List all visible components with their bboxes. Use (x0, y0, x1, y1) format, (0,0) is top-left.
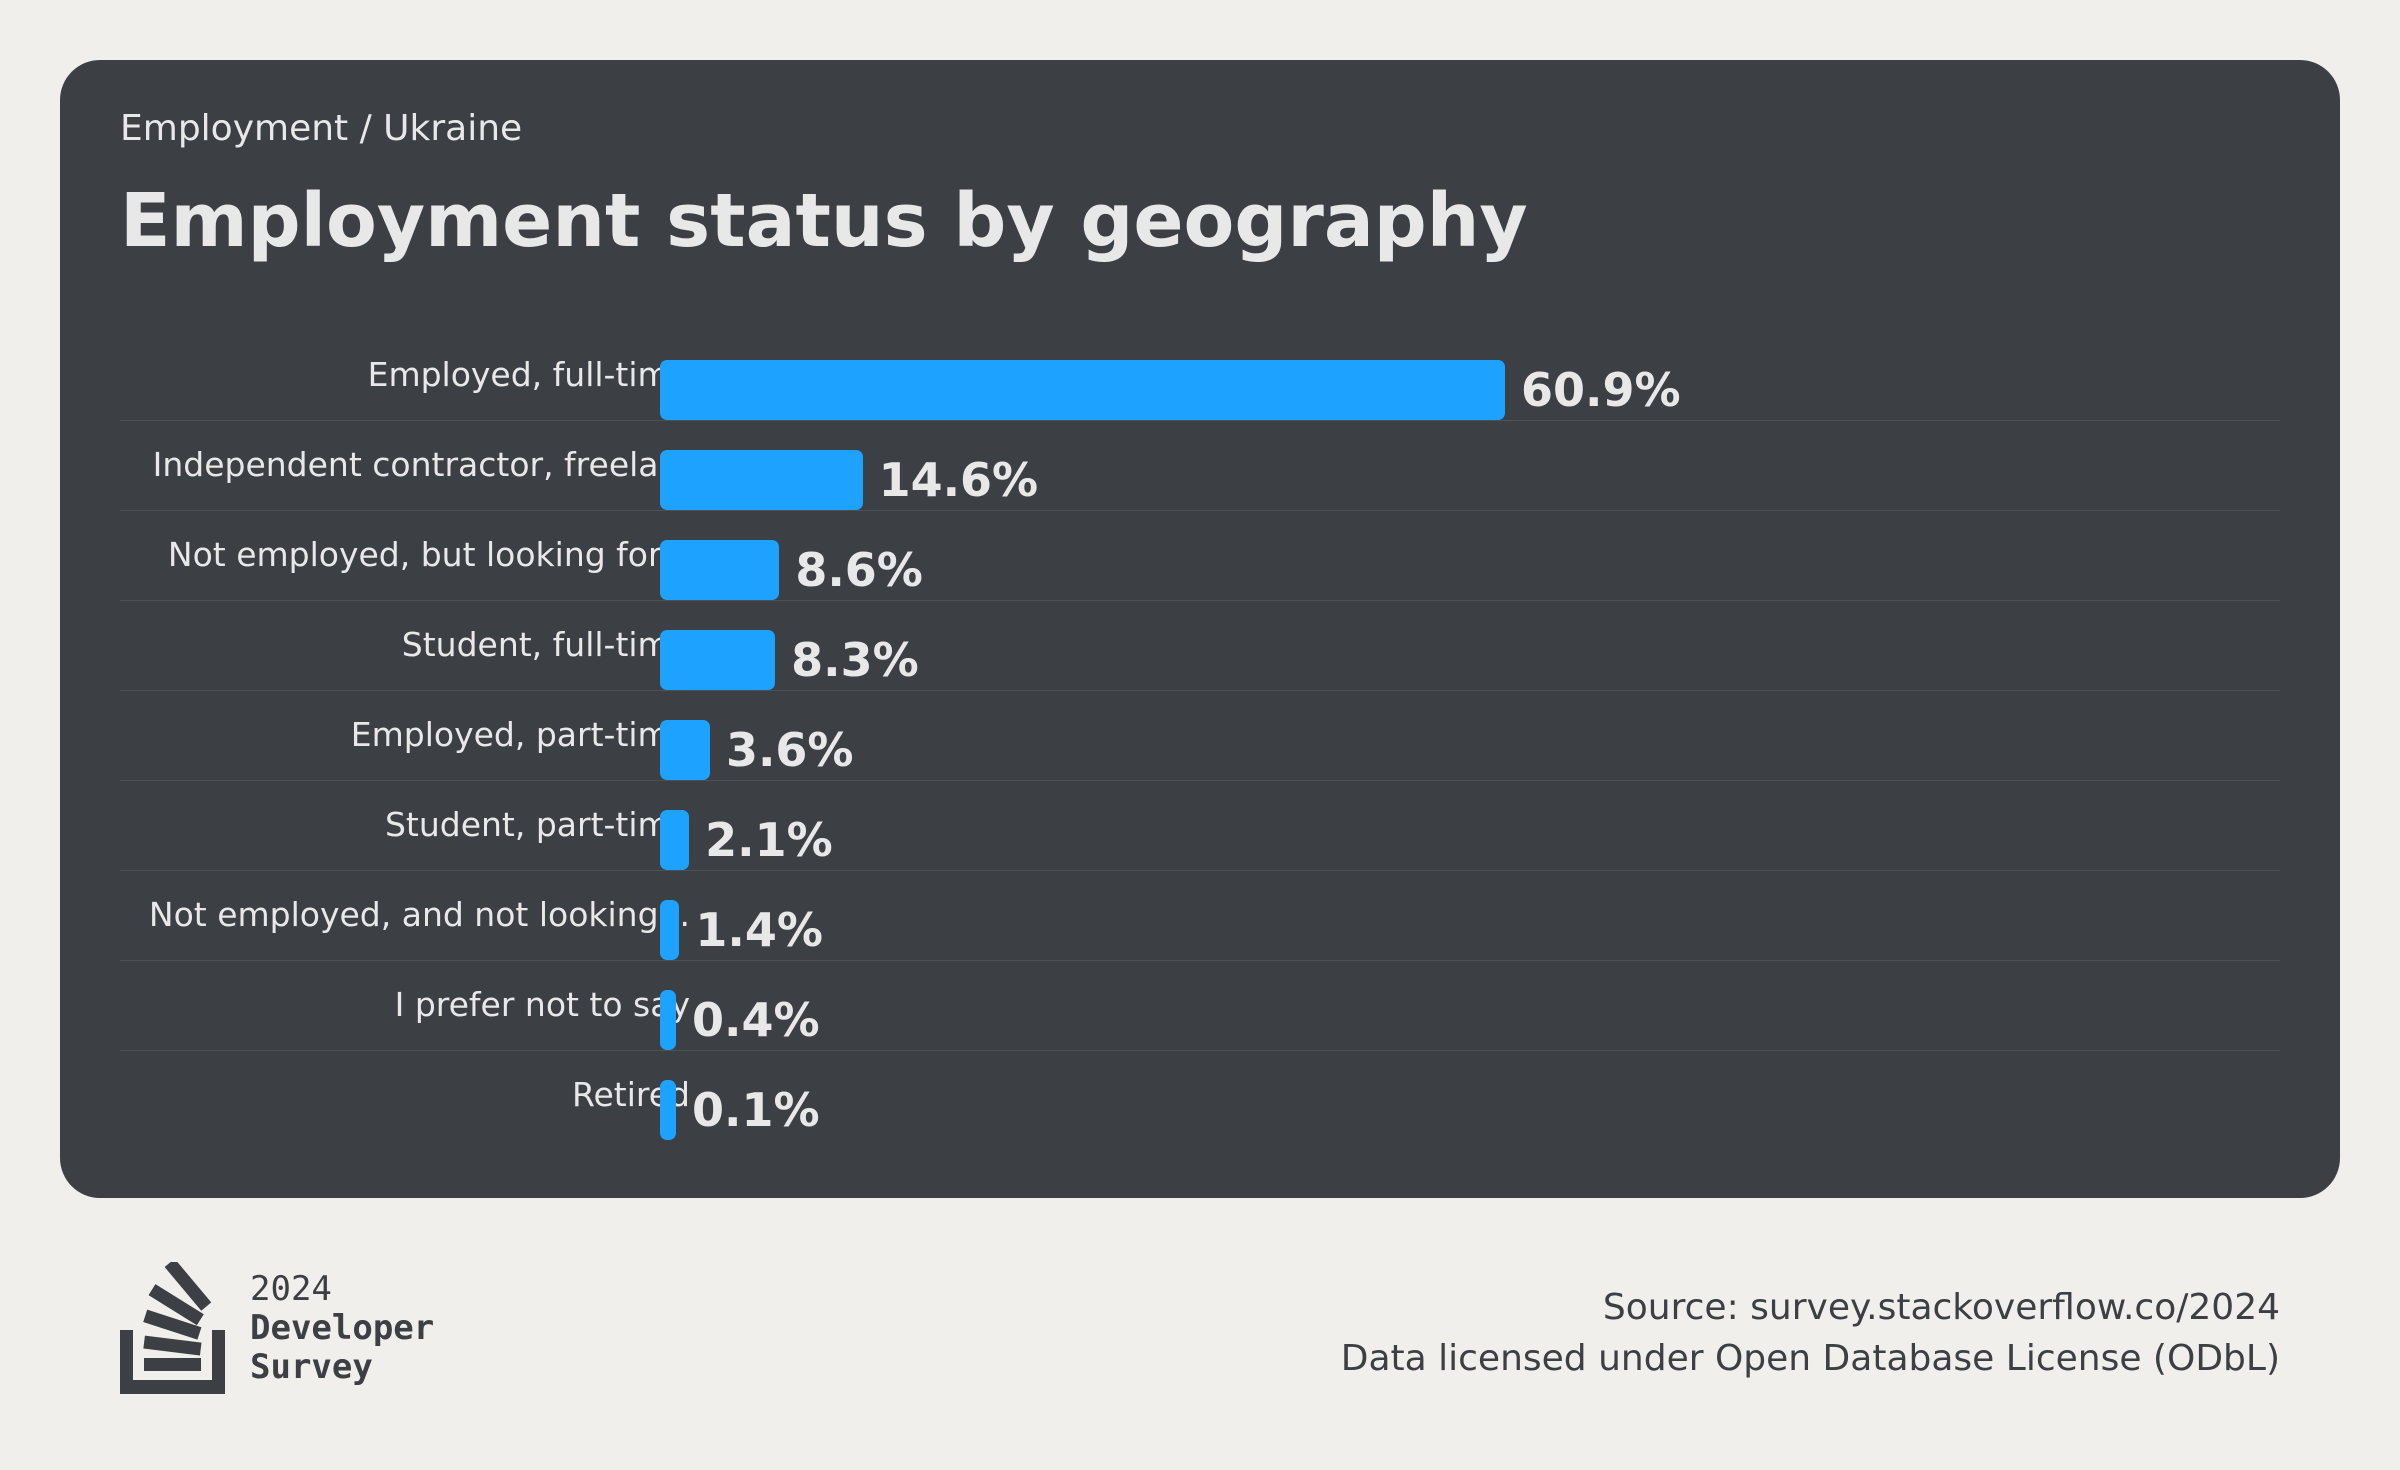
breadcrumb: Employment / Ukraine (120, 108, 523, 149)
bar (660, 810, 690, 870)
bar-value-label: 8.3% (791, 633, 919, 687)
license-text: Data licensed under Open Database Licens… (1340, 1338, 2280, 1379)
bar-value-label: 0.4% (692, 993, 820, 1047)
category-label: Not employed, and not looking... (148, 895, 690, 934)
bar-value-label: 0.1% (692, 1083, 820, 1137)
bar (660, 1080, 676, 1140)
bar (660, 630, 776, 690)
chart-row: I prefer not to say 0.4% (60, 960, 2340, 1050)
survey-logo-text: 2024 Developer Survey (250, 1270, 434, 1387)
chart-row: Not employed, and not looking... 1.4% (60, 870, 2340, 960)
bar (660, 900, 680, 960)
chart-row: Student, part-time 2.1% (60, 780, 2340, 870)
bar (660, 720, 710, 780)
category-label: Employed, part-time (350, 715, 690, 754)
bar-value-label: 2.1% (705, 813, 833, 867)
category-label: Independent contractor, freela... (152, 445, 690, 484)
row-divider (120, 870, 2280, 871)
bar-value-label: 3.6% (725, 723, 854, 777)
category-label: I prefer not to say (394, 985, 690, 1024)
row-divider (120, 510, 2280, 511)
chart-title: Employment status by geography (120, 178, 1528, 264)
category-label: Student, part-time (384, 805, 690, 844)
chart-row: Employed, full-time 60.9% (60, 330, 2340, 420)
bar (660, 450, 863, 510)
bar-value-label: 14.6% (878, 453, 1039, 507)
chart-row: Student, full-time 8.3% (60, 600, 2340, 690)
chart-card: Employment / Ukraine Employment status b… (60, 60, 2340, 1198)
category-label: Not employed, but looking for... (167, 535, 690, 574)
source-block: Source: survey.stackoverflow.co/2024 Dat… (1341, 1282, 2280, 1384)
row-divider (120, 600, 2280, 601)
category-label: Employed, full-time (367, 355, 690, 394)
bar (660, 540, 780, 600)
row-divider (120, 960, 2280, 961)
logo-line-survey: Survey (250, 1347, 373, 1387)
category-label: Student, full-time (401, 625, 690, 664)
bar-value-label: 1.4% (695, 903, 823, 957)
row-divider (120, 690, 2280, 691)
row-divider (120, 780, 2280, 781)
chart-row: Retired 0.1% (60, 1050, 2340, 1140)
bar (660, 990, 676, 1050)
row-divider (120, 420, 2280, 421)
row-divider (120, 1050, 2280, 1051)
logo-year: 2024 (250, 1269, 332, 1309)
bar (660, 360, 1505, 420)
source-link[interactable]: Source: survey.stackoverflow.co/2024 (1602, 1287, 2280, 1328)
bar-value-label: 8.6% (795, 543, 923, 597)
bar-value-label: 60.9% (1521, 363, 1681, 417)
chart-row: Independent contractor, freela... 14.6% (60, 420, 2340, 510)
chart-row: Employed, part-time 3.6% (60, 690, 2340, 780)
chart-row: Not employed, but looking for... 8.6% (60, 510, 2340, 600)
stack-overflow-logo-icon (120, 1262, 225, 1394)
logo-line-developer: Developer (250, 1308, 435, 1348)
